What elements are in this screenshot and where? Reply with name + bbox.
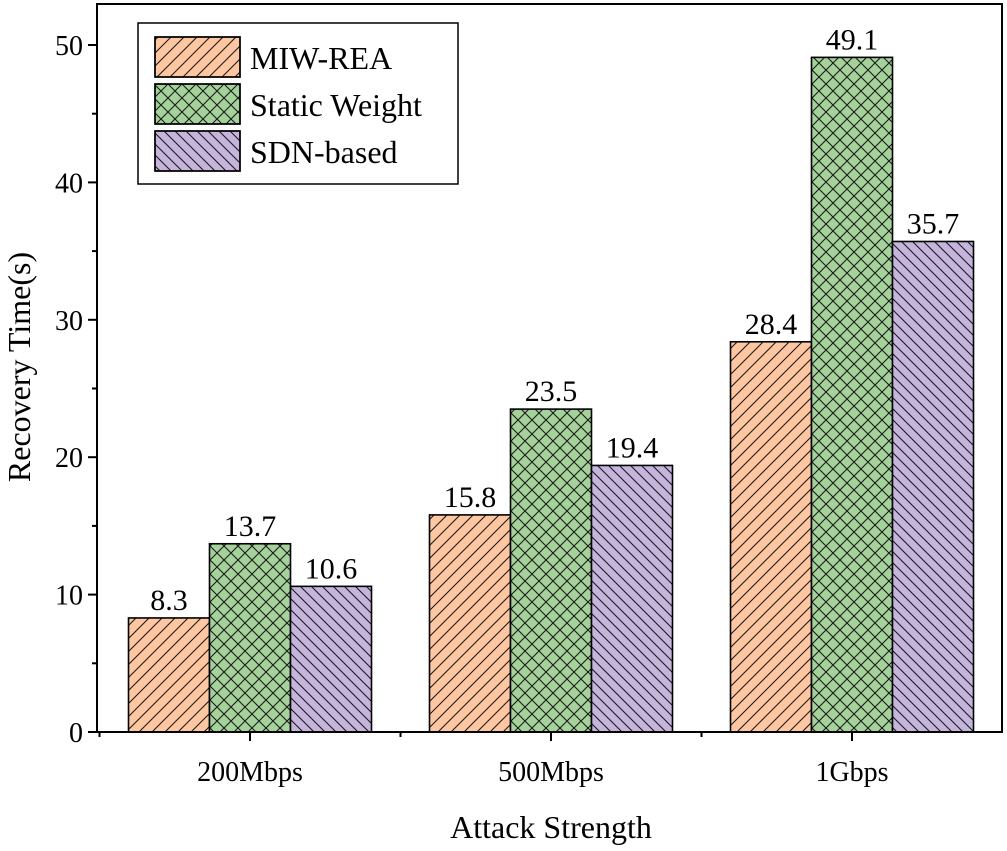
y-tick-label-10: 10	[55, 581, 83, 612]
legend-swatch-static-weight-hatch	[154, 83, 241, 125]
bar-hatch	[428, 514, 512, 733]
legend-label-miw-rea: MIW-REA	[250, 40, 392, 76]
legend-swatch-sdn-based-hatch	[154, 130, 241, 172]
value-label-miw-rea-1gbps: 28.4	[745, 308, 798, 341]
y-tick-label-0: 0	[69, 718, 83, 749]
bar-hatch	[729, 340, 813, 733]
y-tick-label-50: 50	[55, 31, 83, 62]
value-label-sdn-based-200mbps: 10.6	[305, 552, 358, 585]
bar-hatch	[810, 56, 894, 733]
bar-hatch	[891, 240, 975, 733]
value-label-sdn-based-500mbps: 19.4	[606, 431, 659, 464]
y-axis-ticks: 0 10 20 30 40 50	[55, 31, 97, 749]
plot-frame	[96, 3, 1003, 733]
bar-hatch	[509, 408, 593, 733]
value-label-miw-rea-200mbps: 8.3	[150, 584, 188, 617]
legend: MIW-REA Static Weight SDN-based	[137, 22, 459, 185]
x-axis-ticks: 200Mbps 500Mbps 1Gbps	[98, 732, 889, 788]
legend-swatch-miw-rea-hatch	[154, 36, 241, 78]
x-axis-title: Attack Strength	[450, 809, 652, 845]
x-tick-label-500mbps: 500Mbps	[498, 757, 604, 788]
y-tick-label-30: 30	[55, 306, 83, 337]
y-tick-label-20: 20	[55, 443, 83, 474]
x-tick-label-1gbps: 1Gbps	[815, 757, 888, 788]
value-label-static-weight-1gbps: 49.1	[826, 23, 879, 56]
value-label-miw-rea-500mbps: 15.8	[444, 481, 497, 514]
bar-hatch	[590, 464, 674, 733]
x-tick-label-200mbps: 200Mbps	[197, 757, 303, 788]
axes	[96, 3, 1003, 733]
value-label-sdn-based-1gbps: 35.7	[907, 207, 960, 240]
bar-hatch	[289, 585, 373, 733]
legend-item-miw-rea: MIW-REA	[154, 36, 392, 78]
bar-hatch	[208, 542, 292, 733]
value-labels-layer: 8.3 13.7 10.6 15.8 23.5 19.4 28.4 49.1 35.7	[150, 23, 959, 617]
bars-layer	[127, 56, 975, 733]
legend-item-static-weight: Static Weight	[154, 83, 422, 125]
bar-sdn-based-1gbps	[891, 240, 975, 733]
value-label-static-weight-200mbps: 13.7	[224, 510, 277, 543]
y-axis-title: Recovery Time(s)	[1, 252, 37, 482]
y-tick-label-40: 40	[55, 168, 83, 199]
bar-hatch	[127, 617, 211, 733]
value-label-static-weight-500mbps: 23.5	[525, 375, 578, 408]
bar-miw-rea-500mbps	[428, 514, 512, 733]
legend-label-sdn-based: SDN-based	[250, 134, 398, 170]
bar-miw-rea-1gbps	[729, 340, 813, 733]
bar-static-weight-500mbps	[509, 408, 593, 733]
bar-static-weight-1gbps	[810, 56, 894, 733]
bar-static-weight-200mbps	[208, 542, 292, 733]
bar-miw-rea-200mbps	[127, 617, 211, 733]
bar-sdn-based-200mbps	[289, 585, 373, 733]
legend-item-sdn-based: SDN-based	[154, 130, 398, 172]
legend-label-static-weight: Static Weight	[250, 87, 422, 123]
bar-sdn-based-500mbps	[590, 464, 674, 733]
